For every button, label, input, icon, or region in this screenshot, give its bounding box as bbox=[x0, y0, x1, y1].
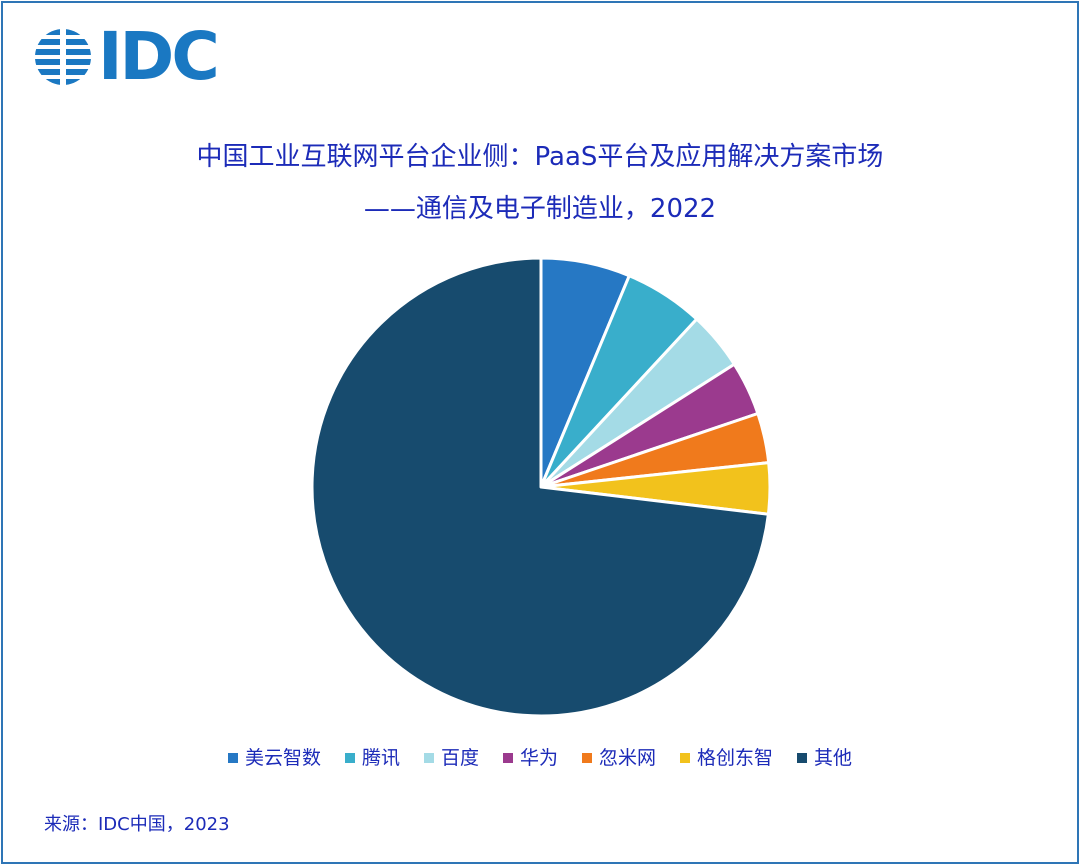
legend-label: 百度 bbox=[440, 747, 479, 769]
legend-item: 腾讯 bbox=[344, 744, 400, 772]
legend-item: 其他 bbox=[797, 744, 852, 772]
legend-label: 忽米网 bbox=[599, 747, 657, 769]
legend-swatch bbox=[227, 753, 238, 763]
chart-legend: 美云智数 腾讯 百度 华为 忽米网 格创东智 其他 bbox=[0, 744, 1080, 772]
pie-slice-7 bbox=[310, 256, 770, 718]
legend-label: 其他 bbox=[814, 747, 853, 769]
legend-swatch bbox=[797, 753, 808, 763]
legend-label: 华为 bbox=[519, 747, 558, 769]
source-note: 来源：IDC中国，2023 bbox=[44, 814, 230, 835]
legend-item: 美云智数 bbox=[227, 744, 321, 772]
legend-label: 腾讯 bbox=[361, 747, 400, 769]
globe-icon bbox=[35, 28, 91, 86]
legend-label: 格创东智 bbox=[697, 747, 774, 769]
legend-item: 百度 bbox=[423, 744, 479, 772]
legend-item: 格创东智 bbox=[680, 744, 773, 772]
legend-item: 华为 bbox=[502, 744, 558, 772]
legend-swatch bbox=[423, 753, 434, 763]
chart-title: 中国工业互联网平台企业侧：PaaS平台及应用解决方案市场 bbox=[196, 142, 884, 172]
legend-swatch bbox=[344, 753, 355, 763]
legend-swatch bbox=[582, 753, 592, 763]
legend-swatch bbox=[502, 753, 513, 763]
logo-text: IDC bbox=[98, 18, 220, 95]
idc-logo: IDC bbox=[34, 18, 220, 95]
legend-item: 忽米网 bbox=[582, 744, 656, 772]
legend-label: 美云智数 bbox=[244, 747, 321, 769]
chart-subtitle: ——通信及电子制造业，2022 bbox=[363, 194, 717, 224]
legend-swatch bbox=[680, 753, 691, 763]
